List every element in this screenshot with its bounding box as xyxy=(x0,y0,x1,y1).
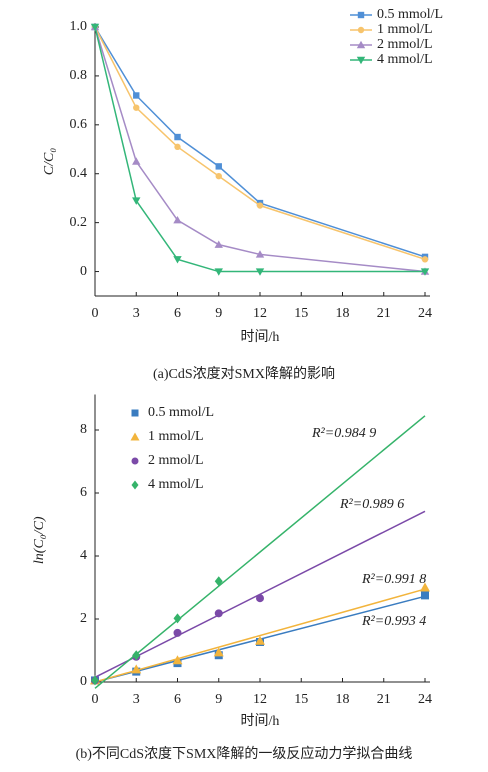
marker xyxy=(214,576,223,587)
series-line xyxy=(94,26,426,273)
y-axis-label: C/C₀ xyxy=(42,148,57,176)
y-tick-label: 6 xyxy=(80,485,87,500)
marker xyxy=(255,250,265,258)
y-tick-label: 0 xyxy=(80,674,87,689)
r2-annotation: R²=0.991 8 xyxy=(361,572,426,587)
legend-label: 4 mmol/L xyxy=(148,477,204,492)
marker xyxy=(173,215,182,224)
marker xyxy=(132,157,141,165)
marker xyxy=(132,197,141,205)
marker xyxy=(132,650,141,661)
y-tick-label: 0.2 xyxy=(70,215,88,230)
legend-label: 2 mmol/L xyxy=(148,453,204,468)
marker xyxy=(421,591,429,600)
marker xyxy=(214,240,223,248)
y-tick-label: 8 xyxy=(80,422,87,437)
x-tick-label: 6 xyxy=(174,306,181,321)
marker xyxy=(90,23,100,32)
x-tick-label: 3 xyxy=(133,692,140,707)
x-axis-label: 时间/h xyxy=(241,713,280,729)
marker xyxy=(131,409,139,417)
x-tick-label: 15 xyxy=(294,306,308,321)
marker xyxy=(255,635,265,645)
x-tick-label: 3 xyxy=(133,306,140,321)
y-tick-label: 1.0 xyxy=(70,19,88,34)
marker xyxy=(173,628,182,637)
marker xyxy=(174,133,181,141)
marker xyxy=(91,675,99,686)
marker xyxy=(215,172,222,180)
marker xyxy=(255,268,265,276)
x-tick-label: 18 xyxy=(336,692,350,707)
x-tick-label: 21 xyxy=(377,306,391,321)
x-tick-label: 15 xyxy=(294,692,308,707)
y-tick-label: 0.6 xyxy=(70,117,88,132)
marker xyxy=(131,457,139,465)
x-tick-label: 6 xyxy=(174,692,181,707)
marker xyxy=(133,104,140,111)
marker xyxy=(214,609,223,618)
marker xyxy=(356,56,366,65)
r2-annotation: R²=0.989 6 xyxy=(339,497,404,512)
x-tick-label: 9 xyxy=(215,692,222,707)
x-tick-label: 18 xyxy=(336,306,350,321)
marker xyxy=(172,655,183,665)
marker xyxy=(174,143,181,151)
marker xyxy=(420,582,430,592)
legend-label: 1 mmol/L xyxy=(148,429,204,444)
marker xyxy=(357,11,365,19)
marker xyxy=(173,613,182,624)
marker xyxy=(215,163,222,170)
x-tick-label: 24 xyxy=(418,692,432,707)
caption: (b)不同CdS浓度下SMX降解的一级反应动力学拟合曲线 xyxy=(76,745,413,762)
marker xyxy=(133,92,140,99)
x-tick-label: 12 xyxy=(253,306,267,321)
x-tick-label: 0 xyxy=(92,306,99,321)
legend-label: 1 mmol/L xyxy=(377,22,433,37)
marker xyxy=(131,664,142,674)
caption: (a)CdS浓度对SMX降解的影响 xyxy=(153,366,335,382)
x-tick-label: 12 xyxy=(253,692,267,707)
y-tick-label: 0 xyxy=(80,264,87,279)
fit-line xyxy=(94,588,426,683)
x-tick-label: 21 xyxy=(377,692,391,707)
series-line xyxy=(94,26,425,273)
marker xyxy=(214,268,223,276)
marker xyxy=(256,202,264,209)
x-tick-label: 9 xyxy=(215,306,222,321)
fit-line xyxy=(94,415,426,689)
legend-label: 2 mmol/L xyxy=(377,37,433,52)
x-tick-label: 24 xyxy=(418,306,432,321)
y-tick-label: 4 xyxy=(80,548,87,563)
marker xyxy=(421,256,429,263)
legend-label: 0.5 mmol/L xyxy=(377,7,443,22)
marker xyxy=(131,480,139,490)
r2-annotation: R²=0.993 4 xyxy=(361,614,426,629)
marker xyxy=(173,256,182,264)
marker xyxy=(213,647,224,657)
y-tick-label: 0.8 xyxy=(70,68,88,83)
marker xyxy=(130,432,140,441)
series-line xyxy=(94,26,426,261)
marker xyxy=(256,594,264,603)
legend-label: 4 mmol/L xyxy=(377,52,433,67)
y-tick-label: 0.4 xyxy=(70,166,88,181)
x-axis-label: 时间/h xyxy=(241,329,280,345)
marker xyxy=(356,40,366,49)
marker xyxy=(420,268,430,276)
x-tick-label: 0 xyxy=(92,692,99,707)
legend-label: 0.5 mmol/L xyxy=(148,405,214,420)
y-tick-label: 2 xyxy=(80,611,87,626)
marker xyxy=(357,26,365,34)
series-line xyxy=(94,26,426,258)
y-axis-label: ln(C₀/C) xyxy=(32,516,47,564)
r2-annotation: R²=0.984 9 xyxy=(311,426,376,441)
